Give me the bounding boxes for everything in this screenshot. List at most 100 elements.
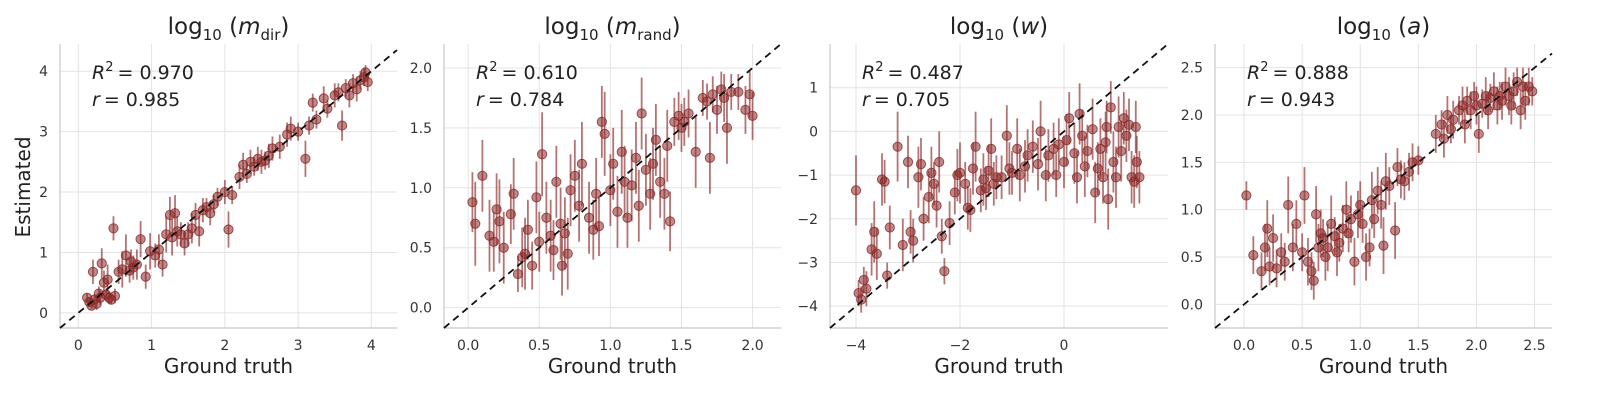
data-point <box>179 238 190 249</box>
r-squared-label: R2 = 0.970 <box>92 60 194 84</box>
y-tick-label: 1.5 <box>1181 155 1203 171</box>
identity-line <box>829 43 1169 329</box>
data-point <box>636 108 647 119</box>
data-point <box>1103 194 1114 205</box>
data-points <box>467 70 758 296</box>
x-tick-label: 1.0 <box>599 338 621 354</box>
data-point <box>1105 102 1116 113</box>
y-tick-label: −4 <box>797 299 818 315</box>
data-point <box>711 104 723 116</box>
data-point <box>1508 86 1519 97</box>
data-point <box>344 90 355 101</box>
data-point <box>108 223 119 234</box>
x-tick-label: 2.0 <box>741 338 763 354</box>
data-point <box>704 152 716 163</box>
data-point <box>908 235 919 246</box>
data-point <box>871 248 882 259</box>
data-point <box>707 89 718 100</box>
data-point <box>96 258 107 269</box>
x-tick-label: 1.5 <box>1407 338 1429 354</box>
data-point <box>1403 166 1415 177</box>
x-tick-label: 2 <box>220 338 229 354</box>
data-point <box>939 266 950 277</box>
data-point <box>897 239 908 251</box>
r-squared-label: R2 = 0.888 <box>1247 60 1349 84</box>
data-point <box>527 260 538 271</box>
data-point <box>1448 114 1459 125</box>
data-point <box>1116 145 1127 157</box>
x-tick-label: 1.5 <box>670 338 692 354</box>
data-point <box>1360 251 1372 263</box>
data-point <box>1291 218 1302 229</box>
x-tick-label: 1 <box>147 338 156 354</box>
data-point <box>194 226 205 237</box>
panel-2: 0.0 0.5 1.0 1.5 2.0 0.0 0.5 1.0 1.5 2.0 R2 = 0.610 r… <box>410 14 782 378</box>
data-point <box>1287 242 1298 253</box>
y-tick-label: 1.5 <box>410 121 432 137</box>
data-point <box>918 213 929 224</box>
data-point <box>508 188 519 199</box>
data-point <box>477 170 488 181</box>
r-label: r = 0.705 <box>862 89 950 111</box>
data-point <box>300 153 311 164</box>
y-tick-label: −3 <box>797 255 818 271</box>
data-point <box>650 134 661 145</box>
panel-3: −4 −2 0 −4 −3 −2 −1 0 1 R2 = 0.487 r = 0.705 log10 (w… <box>797 14 1169 378</box>
data-point <box>1064 113 1075 124</box>
r-label: r = 0.784 <box>476 89 564 111</box>
y-tick-label: 1 <box>39 245 48 261</box>
data-point <box>1527 86 1538 97</box>
x-axis-label: Ground truth <box>1319 354 1448 378</box>
data-point <box>683 108 694 119</box>
data-point <box>1027 141 1038 152</box>
data-point <box>1378 240 1389 251</box>
x-tick-label: 0.5 <box>528 338 550 354</box>
y-tick-label: 0.0 <box>410 301 432 317</box>
grid-lines <box>60 44 397 328</box>
data-point <box>583 212 595 223</box>
data-point <box>879 176 890 187</box>
data-point <box>1134 172 1145 183</box>
data-point <box>512 268 524 280</box>
data-point <box>109 290 121 302</box>
data-point <box>626 180 637 191</box>
data-point <box>548 245 559 256</box>
identity-line <box>1214 52 1553 329</box>
x-tick-label: 2.5 <box>1523 338 1545 354</box>
x-tick-label: −4 <box>846 338 867 354</box>
data-point <box>1248 250 1259 261</box>
data-point <box>1101 121 1112 133</box>
r-squared-label: R2 = 0.610 <box>476 60 578 84</box>
x-tick-label: 1.0 <box>1349 338 1371 354</box>
data-point <box>1308 275 1319 286</box>
data-point <box>551 176 562 187</box>
y-tick-label: 2.5 <box>1181 61 1203 77</box>
data-point <box>498 242 509 253</box>
data-point <box>1462 95 1473 106</box>
data-point <box>205 208 216 219</box>
x-tick-label: 0.0 <box>457 338 479 354</box>
data-points <box>1241 67 1538 300</box>
data-point <box>336 120 348 131</box>
data-point <box>1297 247 1308 258</box>
r-label: r = 0.943 <box>1247 89 1335 111</box>
data-point <box>531 192 542 203</box>
data-point <box>212 191 223 202</box>
data-point <box>633 200 644 211</box>
panel-1: 0 1 2 3 4 0 1 2 3 4 R2 = 0.970 r = 0.985 log10 (mdir) G… <box>39 14 398 378</box>
x-tick-label: 2.0 <box>1465 338 1487 354</box>
y-tick-label: 1.0 <box>1181 203 1203 219</box>
panel-title: log10 (mrand) <box>544 14 680 44</box>
data-point <box>1256 266 1267 277</box>
data-point <box>1022 150 1033 161</box>
data-point <box>1100 137 1111 148</box>
data-point <box>87 266 99 277</box>
data-point <box>1241 190 1252 201</box>
data-point <box>135 234 146 245</box>
data-point <box>884 222 895 233</box>
data-point <box>747 110 758 121</box>
y-tick-label: −2 <box>797 212 818 228</box>
data-point <box>612 206 623 217</box>
data-point <box>1392 161 1403 173</box>
